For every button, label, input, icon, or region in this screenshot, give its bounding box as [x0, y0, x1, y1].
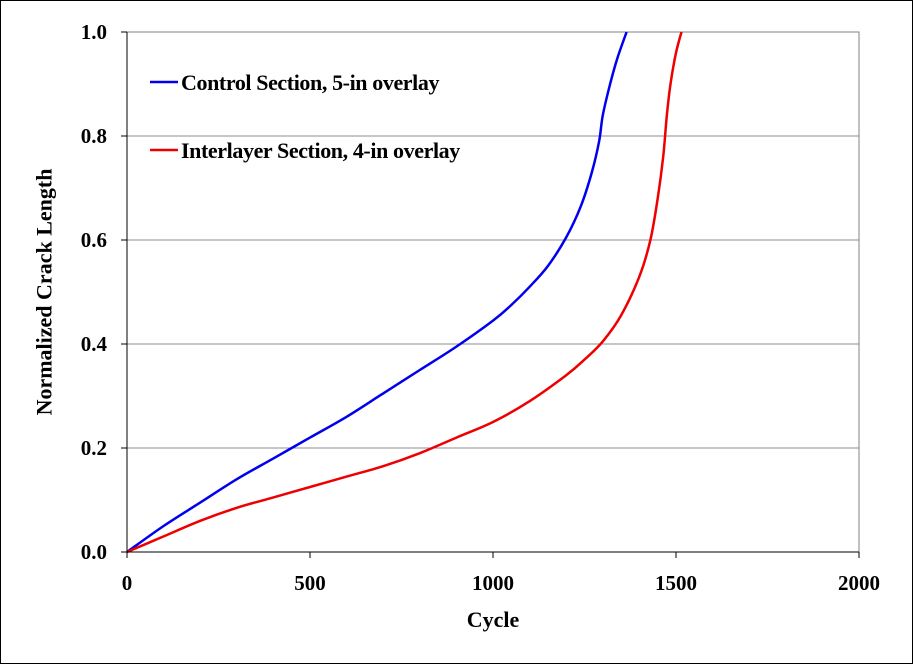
- x-tick-label-3: 1500: [655, 571, 697, 595]
- legend-label-1: Interlayer Section, 4-in overlay: [181, 138, 460, 163]
- x-tick-label-1: 500: [294, 571, 326, 595]
- y-axis-title: Normalized Crack Length: [32, 169, 57, 416]
- series-line-1: [126, 31, 683, 554]
- legend: Control Section, 5-in overlay Interlayer …: [150, 70, 461, 163]
- x-axis-title: Cycle: [467, 607, 520, 632]
- y-tick-label-0: 0.0: [81, 540, 107, 564]
- x-tick-label-0: 0: [122, 571, 133, 595]
- series-line-0: [126, 31, 628, 554]
- x-tick-label-2: 1000: [472, 571, 514, 595]
- y-tick-label-5: 1.0: [81, 20, 107, 44]
- axes: [121, 31, 860, 558]
- y-tick-label-3: 0.6: [81, 228, 107, 252]
- series-layer: [126, 31, 683, 554]
- x-tick-labels: 0 500 1000 1500 2000: [122, 571, 880, 595]
- y-tick-label-4: 0.8: [81, 124, 107, 148]
- y-tick-label-2: 0.4: [81, 332, 108, 356]
- x-tick-label-4: 2000: [838, 571, 880, 595]
- legend-label-0: Control Section, 5-in overlay: [181, 70, 439, 95]
- y-tick-label-1: 0.2: [81, 436, 107, 460]
- y-tick-labels: 0.0 0.2 0.4 0.6 0.8 1.0: [81, 20, 108, 564]
